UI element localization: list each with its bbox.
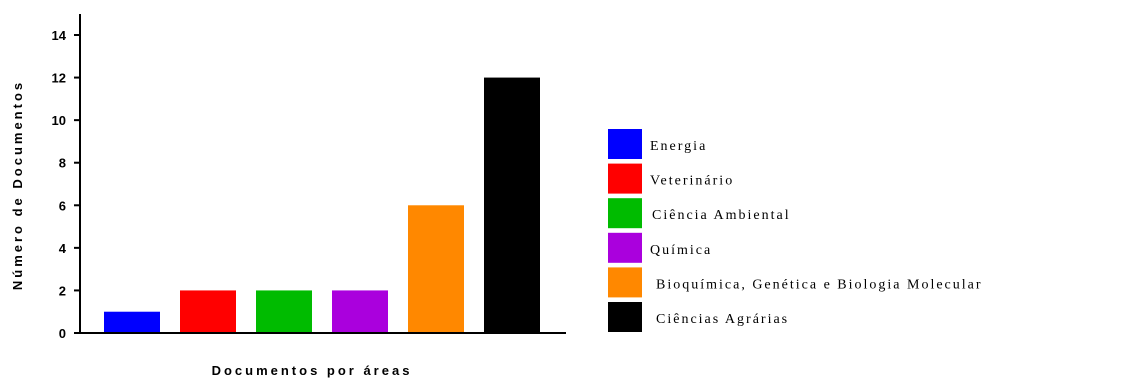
legend-swatch: [608, 163, 642, 194]
legend-swatch: [608, 232, 642, 263]
legend-label: Bioquímica, Genética e Biologia Molecula…: [656, 277, 983, 292]
y-tick-label: 4: [59, 241, 67, 256]
legend-label: Veterinário: [650, 174, 734, 189]
y-tick-label: 6: [59, 198, 66, 213]
y-tick-label: 12: [52, 71, 66, 86]
y-tick-label: 0: [59, 326, 66, 341]
y-tick-label: 8: [59, 156, 66, 171]
bar-6: [484, 77, 540, 333]
legend-swatch: [608, 267, 642, 298]
bar-2: [180, 290, 236, 333]
x-axis-title: Documentos por áreas: [212, 363, 413, 378]
bar-5: [408, 205, 464, 333]
bar-1: [104, 311, 160, 333]
legend-swatch: [608, 302, 642, 332]
legend: Energia Veterinário Ciência Ambiental Quími…: [608, 129, 983, 332]
y-axis: 0 2 4 6 8 10 12 14: [52, 14, 81, 341]
legend-swatch: [608, 129, 642, 159]
legend-swatch: [608, 198, 642, 229]
bar-4: [332, 290, 388, 333]
legend-label: Química: [650, 243, 712, 258]
bar-3: [256, 290, 312, 333]
y-tick-label: 14: [52, 28, 67, 43]
y-axis-title: Número de Documentos: [10, 80, 25, 290]
bars: [104, 77, 540, 333]
legend-label: Ciência Ambiental: [652, 208, 791, 223]
y-tick-label: 2: [59, 283, 66, 298]
legend-label: Energia: [650, 139, 707, 154]
legend-label: Ciências Agrárias: [656, 312, 789, 327]
y-tick-label: 10: [52, 113, 66, 128]
